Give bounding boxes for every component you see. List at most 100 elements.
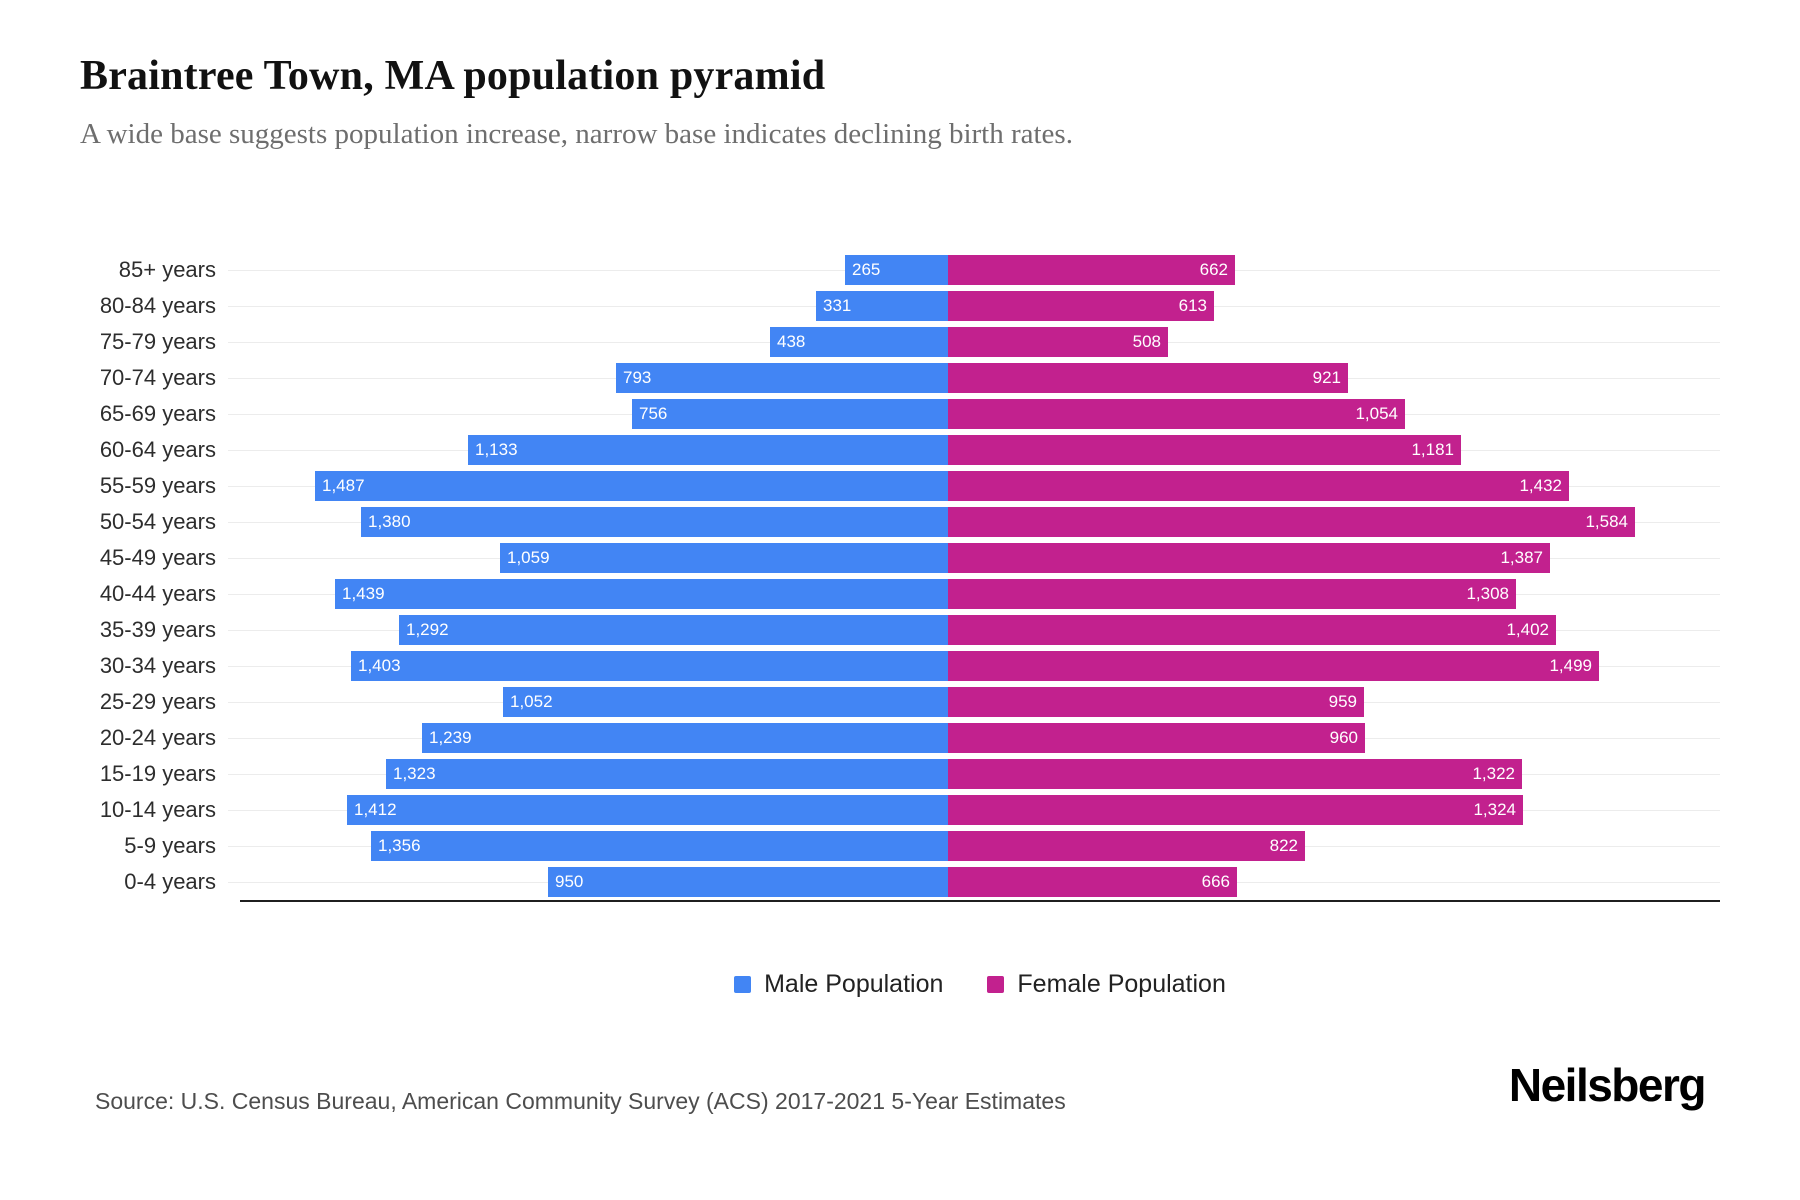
female-bar[interactable]: 921 <box>948 363 1348 393</box>
pyramid-row-0-4-years: 0-4 years 950 666 <box>80 864 1720 900</box>
pyramid-row-35-39-years: 35-39 years 1,292 1,402 <box>80 612 1720 648</box>
row-plot-area: 1,380 1,584 <box>228 504 1720 540</box>
male-bar-value: 1,059 <box>507 548 550 567</box>
female-bar[interactable]: 822 <box>948 831 1305 861</box>
male-bar[interactable]: 1,133 <box>468 435 960 465</box>
legend-item-female[interactable]: Female Population <box>987 970 1226 999</box>
row-plot-area: 1,133 1,181 <box>228 432 1720 468</box>
male-bar-value: 1,239 <box>429 728 472 747</box>
male-bar-value: 950 <box>555 872 584 891</box>
male-bar[interactable]: 1,403 <box>351 651 960 681</box>
row-plot-area: 1,356 822 <box>228 828 1720 864</box>
row-plot-area: 1,239 960 <box>228 720 1720 756</box>
female-bar[interactable]: 1,054 <box>948 399 1405 429</box>
age-group-label: 40-44 years <box>99 581 216 606</box>
pyramid-row-15-19-years: 15-19 years 1,323 1,322 <box>80 756 1720 792</box>
male-bar-value: 1,323 <box>393 764 436 783</box>
female-bar[interactable]: 1,322 <box>948 759 1522 789</box>
male-bar[interactable]: 1,439 <box>335 579 960 609</box>
female-legend-label: Female Population <box>1017 970 1226 998</box>
male-bar[interactable]: 1,380 <box>361 507 960 537</box>
male-bar[interactable]: 756 <box>632 399 960 429</box>
female-bar-value: 822 <box>1269 836 1298 855</box>
female-bar[interactable]: 1,432 <box>948 471 1569 501</box>
female-bar-value: 1,499 <box>1549 656 1592 675</box>
male-bar-value: 1,356 <box>378 836 421 855</box>
row-plot-area: 950 666 <box>228 864 1720 900</box>
male-bar[interactable]: 331 <box>816 291 960 321</box>
female-bar[interactable]: 960 <box>948 723 1365 753</box>
male-bar-value: 1,403 <box>358 656 401 675</box>
male-bar-value: 1,487 <box>322 476 365 495</box>
female-bar-value: 1,402 <box>1506 620 1549 639</box>
row-plot-area: 756 1,054 <box>228 396 1720 432</box>
row-plot-area: 1,052 959 <box>228 684 1720 720</box>
male-bar[interactable]: 438 <box>770 327 960 357</box>
male-bar-value: 1,412 <box>354 800 397 819</box>
male-bar-value: 1,439 <box>342 584 385 603</box>
male-bar-value: 438 <box>777 332 806 351</box>
male-bar[interactable]: 1,292 <box>399 615 960 645</box>
x-axis-line <box>240 900 1720 902</box>
male-bar-value: 331 <box>823 296 852 315</box>
female-bar-value: 1,181 <box>1411 440 1454 459</box>
age-group-label: 75-79 years <box>99 329 216 354</box>
age-group-label: 0-4 years <box>124 869 216 894</box>
female-bar[interactable]: 1,324 <box>948 795 1523 825</box>
male-bar[interactable]: 1,059 <box>500 543 960 573</box>
pyramid-row-55-59-years: 55-59 years 1,487 1,432 <box>80 468 1720 504</box>
male-bar[interactable]: 1,052 <box>503 687 960 717</box>
page-subtitle: A wide base suggests population increase… <box>80 118 1073 150</box>
female-bar[interactable]: 1,402 <box>948 615 1556 645</box>
female-bar[interactable]: 666 <box>948 867 1237 897</box>
female-bar-value: 1,308 <box>1466 584 1509 603</box>
female-bar-value: 1,054 <box>1355 404 1398 423</box>
legend-item-male[interactable]: Male Population <box>734 970 943 999</box>
male-bar-value: 1,052 <box>510 692 553 711</box>
female-bar-value: 666 <box>1201 872 1230 891</box>
male-bar[interactable]: 950 <box>548 867 960 897</box>
female-bar-value: 1,324 <box>1473 800 1516 819</box>
female-bar[interactable]: 508 <box>948 327 1168 357</box>
male-bar[interactable]: 793 <box>616 363 960 393</box>
row-plot-area: 438 508 <box>228 324 1720 360</box>
female-bar-value: 1,584 <box>1585 512 1628 531</box>
female-bar[interactable]: 1,308 <box>948 579 1516 609</box>
male-bar-value: 793 <box>623 368 652 387</box>
age-group-label: 20-24 years <box>99 725 216 750</box>
male-bar[interactable]: 1,356 <box>371 831 960 861</box>
female-bar-value: 508 <box>1132 332 1161 351</box>
male-bar[interactable]: 1,239 <box>422 723 960 753</box>
population-pyramid-chart: 85+ years 265 662 80-84 years 331 613 75-79 ye… <box>80 252 1720 902</box>
male-bar[interactable]: 1,487 <box>315 471 960 501</box>
pyramid-row-5-9-years: 5-9 years 1,356 822 <box>80 828 1720 864</box>
male-bar[interactable]: 1,412 <box>347 795 960 825</box>
female-bar[interactable]: 662 <box>948 255 1235 285</box>
row-plot-area: 1,059 1,387 <box>228 540 1720 576</box>
female-bar[interactable]: 613 <box>948 291 1214 321</box>
row-plot-area: 1,439 1,308 <box>228 576 1720 612</box>
male-bar-value: 265 <box>852 260 881 279</box>
age-group-label: 85+ years <box>118 257 216 282</box>
pyramid-row-85+-years: 85+ years 265 662 <box>80 252 1720 288</box>
pyramid-row-70-74-years: 70-74 years 793 921 <box>80 360 1720 396</box>
row-plot-area: 1,412 1,324 <box>228 792 1720 828</box>
female-bar[interactable]: 959 <box>948 687 1364 717</box>
female-bar[interactable]: 1,387 <box>948 543 1550 573</box>
female-bar[interactable]: 1,584 <box>948 507 1635 537</box>
female-bar-value: 1,322 <box>1472 764 1515 783</box>
age-group-label: 5-9 years <box>124 833 216 858</box>
male-bar[interactable]: 1,323 <box>386 759 960 789</box>
female-bar[interactable]: 1,181 <box>948 435 1461 465</box>
female-bar-value: 662 <box>1199 260 1228 279</box>
age-group-label: 70-74 years <box>99 365 216 390</box>
age-group-label: 55-59 years <box>99 473 216 498</box>
male-bar[interactable]: 265 <box>845 255 960 285</box>
pyramid-row-75-79-years: 75-79 years 438 508 <box>80 324 1720 360</box>
page-title: Braintree Town, MA population pyramid <box>80 53 826 99</box>
female-bar[interactable]: 1,499 <box>948 651 1599 681</box>
female-bar-value: 1,387 <box>1500 548 1543 567</box>
age-group-label: 15-19 years <box>99 761 216 786</box>
male-bar-value: 1,133 <box>475 440 518 459</box>
